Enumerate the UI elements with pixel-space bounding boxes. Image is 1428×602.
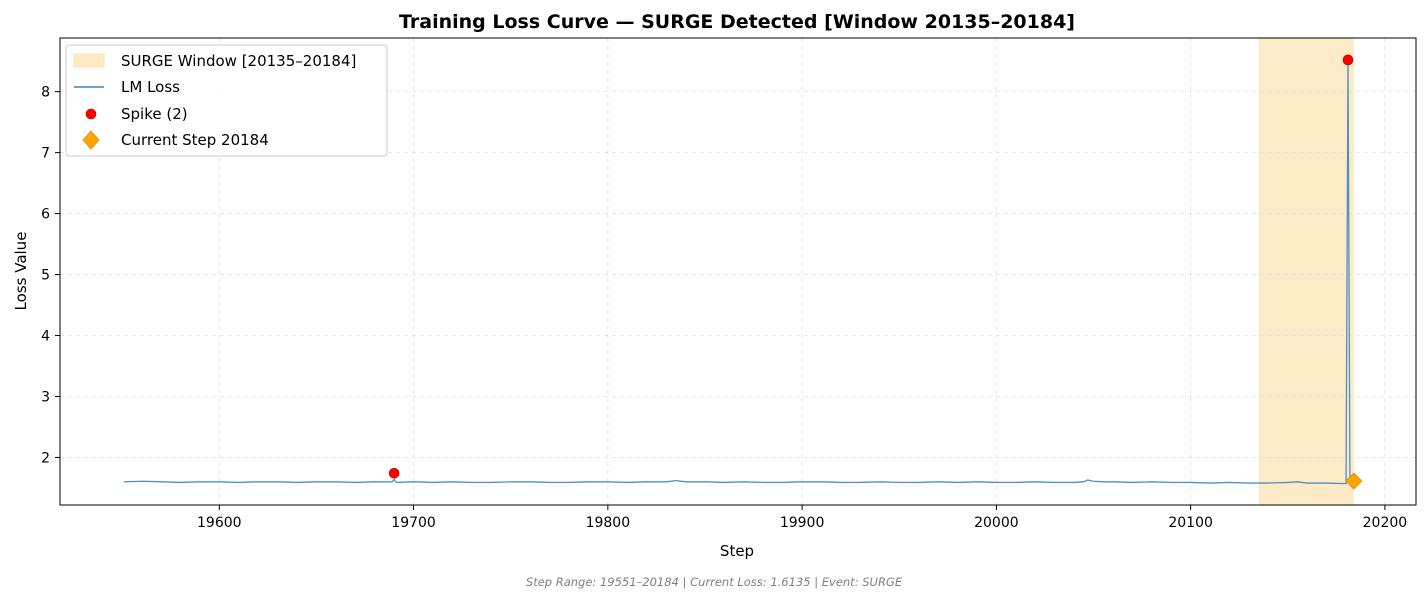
legend-box: [65, 44, 388, 157]
plot-area-frame: [59, 37, 1417, 506]
surge-window-band: [1258, 38, 1354, 505]
legend-surge-swatch: [73, 53, 105, 68]
legend: SURGE Window [20135–20184] LM Loss Spike…: [65, 44, 388, 157]
x-tick-label: 19900: [780, 515, 825, 531]
legend-current-label: Current Step 20184: [121, 131, 269, 149]
x-tick-label: 20200: [1363, 515, 1408, 531]
x-tick-label: 19700: [391, 515, 436, 531]
x-axis-ticks: 19600 19700 19800 19900 20000 20100 20200: [197, 505, 1407, 531]
lm-loss-line: [124, 59, 1355, 485]
y-tick-label: 7: [41, 146, 50, 162]
x-tick-label: 20000: [974, 515, 1019, 531]
grid-layer: [60, 38, 1416, 505]
legend-current-swatch: [82, 130, 100, 150]
legend-surge-label: SURGE Window [20135–20184]: [121, 52, 356, 70]
marker-layer: [388, 54, 1363, 490]
legend-spike-swatch: [85, 108, 97, 120]
x-tick-label: 19800: [586, 515, 631, 531]
spike-marker: [1342, 54, 1354, 66]
x-axis-label: Step: [720, 542, 754, 560]
line-layer: [124, 59, 1355, 485]
y-tick-label: 4: [41, 329, 50, 345]
y-tick-label: 8: [41, 85, 50, 101]
y-axis-ticks: 2 3 4 5 6 7 8: [41, 85, 60, 466]
y-axis-label: Loss Value: [12, 232, 30, 311]
y-tick-label: 3: [41, 389, 50, 405]
legend-spike-label: Spike (2): [121, 105, 188, 123]
y-tick-label: 2: [41, 450, 50, 466]
surge-window-layer: [1258, 38, 1354, 505]
current-step-marker: [1345, 472, 1363, 490]
y-tick-label: 6: [41, 207, 50, 223]
x-tick-label: 19600: [197, 515, 242, 531]
y-tick-label: 5: [41, 268, 50, 284]
spike-marker: [388, 467, 400, 479]
legend-line-label: LM Loss: [121, 78, 180, 96]
chart-title: Training Loss Curve — SURGE Detected [Wi…: [399, 11, 1075, 33]
footer-summary: Step Range: 19551–20184 | Current Loss: …: [526, 575, 903, 589]
x-tick-label: 20100: [1168, 515, 1213, 531]
